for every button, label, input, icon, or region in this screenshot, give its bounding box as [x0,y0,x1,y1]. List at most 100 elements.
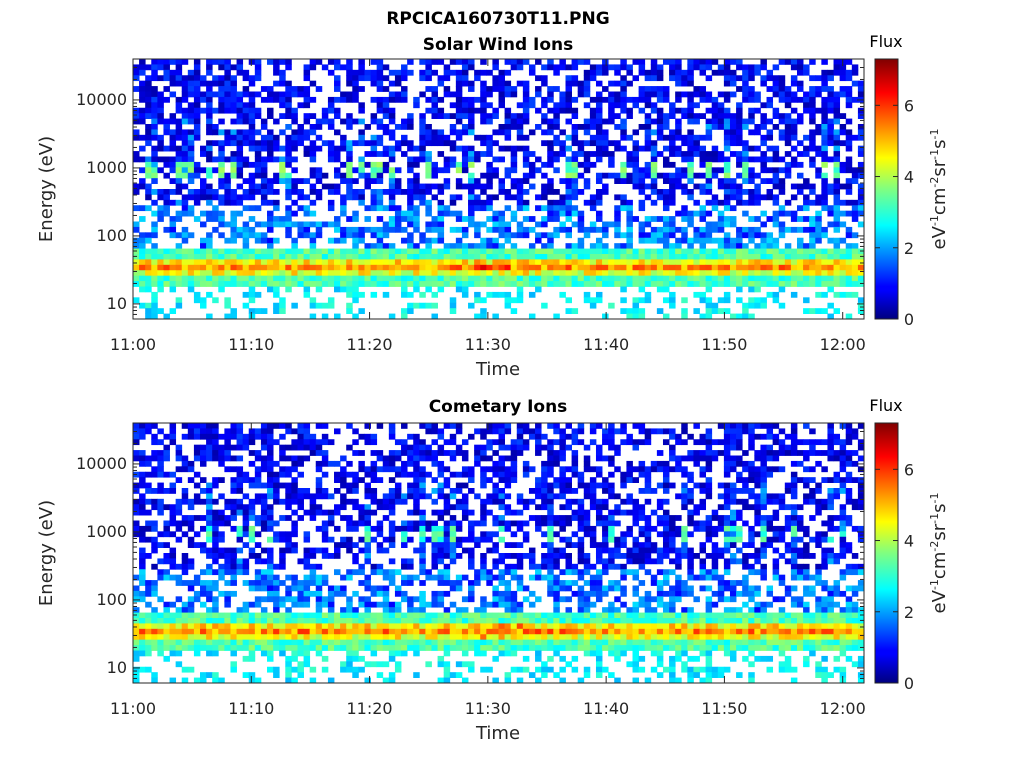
heatmap-cell [754,145,761,152]
heatmap-cell [224,134,231,141]
heatmap-cell [571,428,579,435]
heatmap-cell [303,428,311,435]
heatmap-cell [669,189,676,195]
heatmap-cell [449,275,457,282]
heatmap-cell [267,460,274,467]
heatmap-cell [376,140,384,147]
heatmap-cell [626,178,633,184]
heatmap-cell [407,167,414,174]
heatmap-cell [541,493,548,500]
heatmap-cell [553,199,560,206]
heatmap-cell [309,515,317,521]
heatmap-cell [169,140,177,147]
heatmap-cell [535,254,542,260]
heatmap-cell [736,172,743,179]
heatmap-cell [480,281,487,287]
heatmap-cell [401,460,408,467]
heatmap-cell [455,216,463,222]
heatmap-cell [711,439,719,446]
heatmap-cell [803,482,810,489]
heatmap-cell [145,156,152,163]
heatmap-cell [595,113,603,119]
heatmap-cell [748,423,755,429]
heatmap-cell [650,183,658,190]
heatmap-cell [723,291,731,298]
heatmap-cell [650,161,658,168]
heatmap-cell [218,477,225,483]
heatmap-cell [370,460,378,467]
heatmap-cell [206,433,213,440]
heatmap-cell [693,482,700,489]
heatmap-cell [522,80,530,87]
heatmap-cell [809,308,816,314]
heatmap-cell [486,118,493,125]
heatmap-cell [760,515,767,521]
heatmap-cell [376,107,384,114]
heatmap-cell [151,210,158,217]
heatmap-cell [510,259,518,266]
heatmap-cell [248,264,256,271]
heatmap-cell [327,275,335,282]
heatmap-cell [748,172,755,179]
heatmap-cell [139,232,146,239]
heatmap-cell [151,297,158,304]
heatmap-cell [796,439,804,446]
heatmap-cell [419,194,426,201]
heatmap-cell [370,493,378,500]
heatmap-cell [163,156,170,163]
heatmap-cell [729,178,737,184]
heatmap-cell [139,259,146,266]
heatmap-cell [565,107,572,114]
heatmap-cell [553,264,560,271]
heatmap-cell [583,129,591,136]
heatmap-cell [504,113,512,119]
heatmap-cell [273,460,280,467]
heatmap-cell [687,161,694,168]
heatmap-cell [638,264,646,271]
heatmap-cell [809,498,816,505]
heatmap-cell [133,455,140,462]
heatmap-cell [784,91,792,98]
heatmap-cell [827,477,834,483]
heatmap-cell [388,178,396,184]
heatmap-cell [778,270,786,277]
heatmap-cell [181,520,189,527]
heatmap-cell [577,270,585,277]
heatmap-cell [602,520,609,527]
heatmap-cell [516,102,524,109]
heatmap-cell [352,275,359,282]
heatmap-cell [315,259,323,266]
heatmap-cell [748,96,755,103]
heatmap-cell [285,259,292,266]
heatmap-cell [291,129,298,136]
heatmap-cell [577,477,585,483]
heatmap-cell [236,102,244,109]
heatmap-cell [504,302,512,309]
heatmap-cell [352,281,359,287]
heatmap-cell [175,129,183,136]
heatmap-cell [206,64,213,71]
heatmap-cell [297,194,304,201]
heatmap-cell [742,243,749,249]
heatmap-cell [541,189,548,195]
heatmap-cell [839,140,847,147]
heatmap-cell [151,69,158,76]
heatmap-cell [577,189,585,195]
heatmap-cell [388,172,396,179]
heatmap-cell [206,118,213,125]
heatmap-cell [723,69,731,76]
heatmap-cell [857,151,864,157]
heatmap-cell [614,450,621,456]
heatmap-cell [273,477,280,483]
heatmap-cell [644,194,652,201]
heatmap-cell [571,275,579,282]
heatmap-cell [803,270,810,277]
heatmap-cell [638,145,646,152]
heatmap-cell [602,69,609,76]
heatmap-cell [650,275,658,282]
heatmap-cell [492,493,499,500]
heatmap-cell [626,275,633,282]
heatmap-cell [157,205,164,212]
heatmap-cell [443,493,451,500]
heatmap-cell [260,525,268,532]
